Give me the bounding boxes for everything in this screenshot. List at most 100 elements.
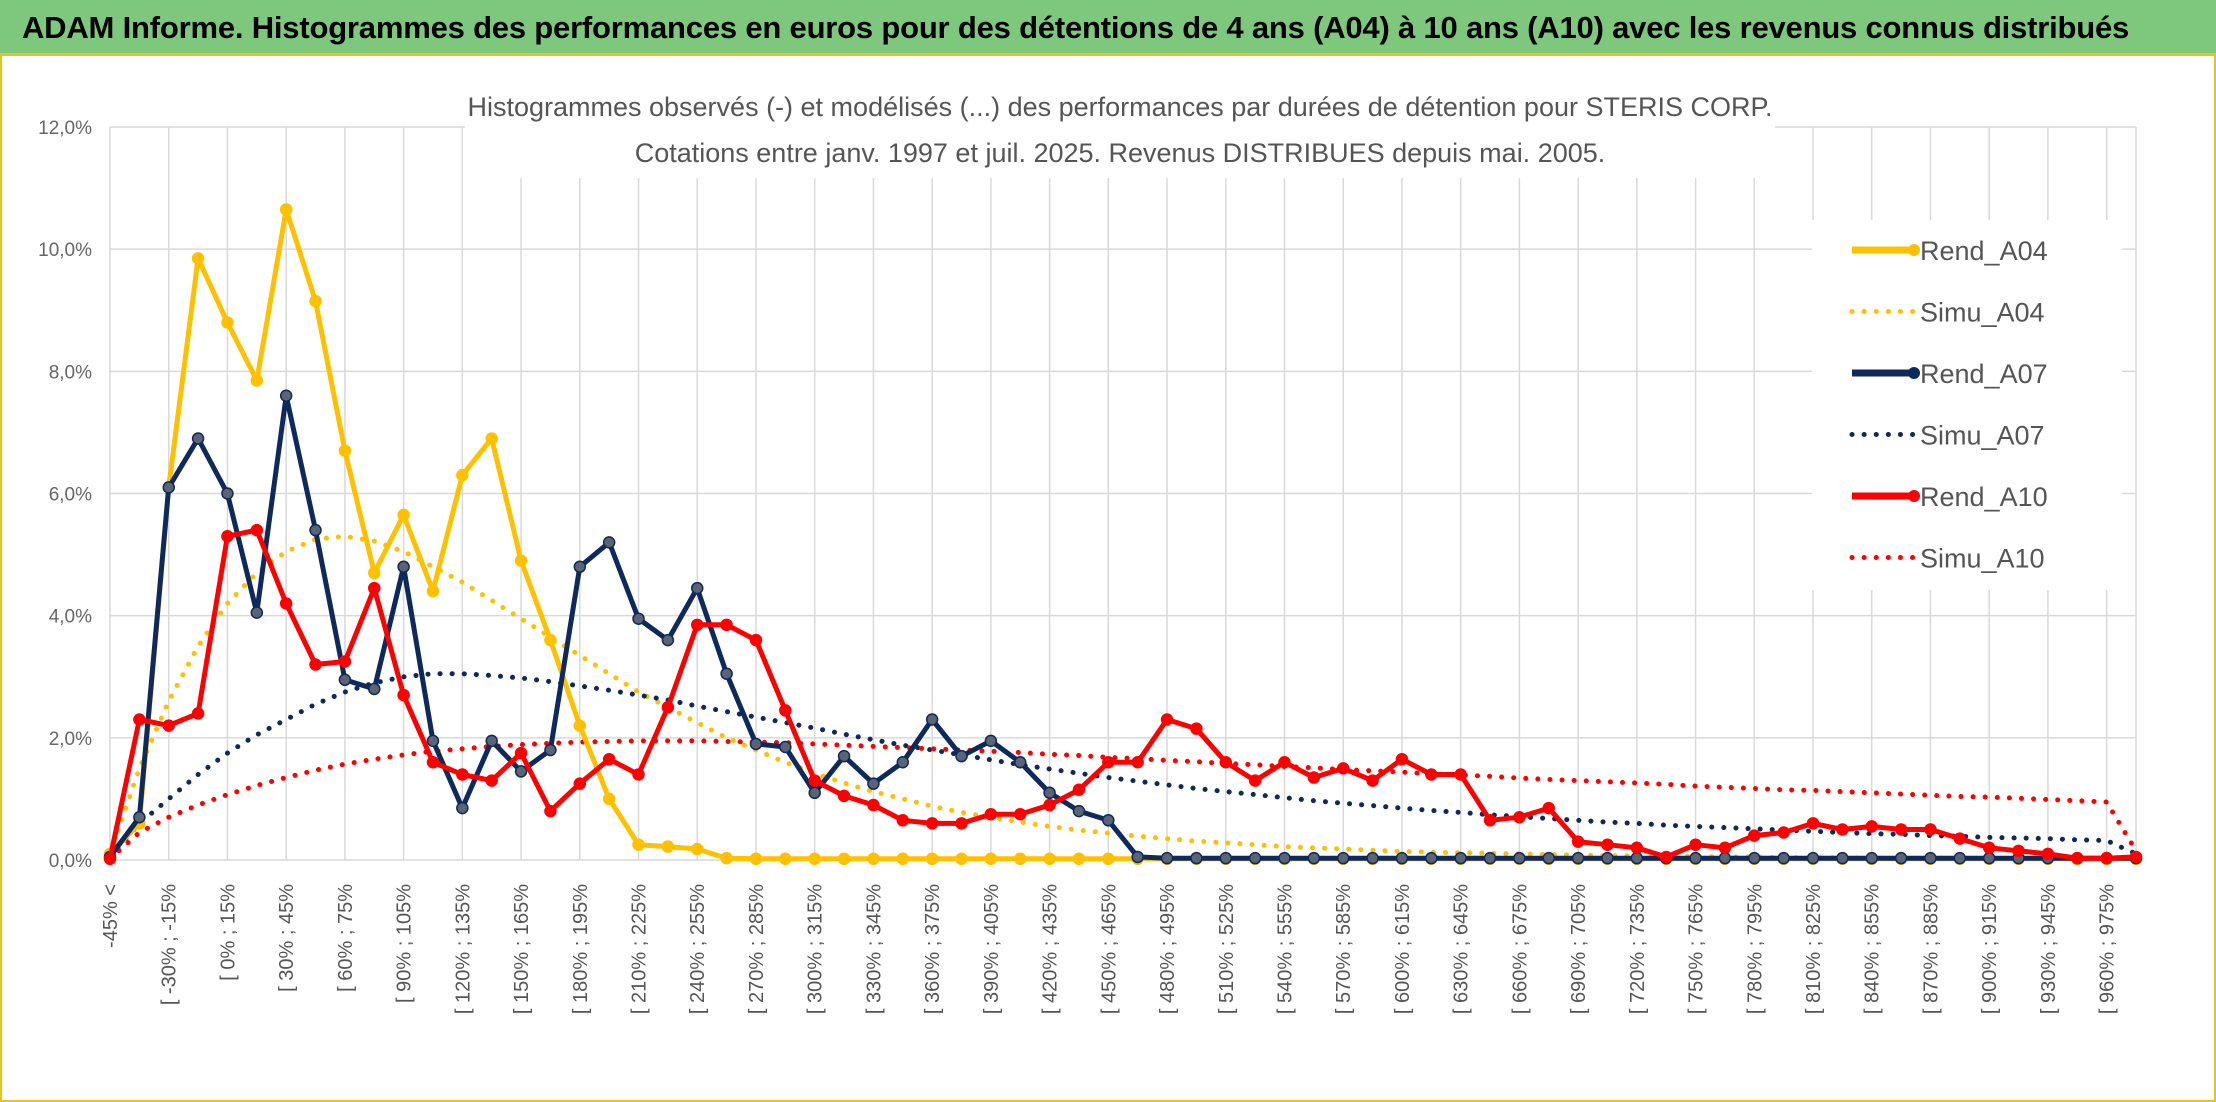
data-point [485,734,498,748]
data-point [426,734,440,748]
data-point [1395,851,1409,865]
data-point [250,523,264,537]
data-point [1043,786,1056,800]
data-point [896,756,910,769]
data-point [1072,852,1086,866]
data-point [749,633,763,647]
data-point [1483,851,1497,865]
data-point [779,704,792,717]
x-tick-label: [ 390% ; 405% [981,884,1003,1014]
legend-label: Simu_A10 [1920,544,2045,574]
data-point [1513,810,1526,824]
data-point [1366,774,1379,787]
data-point [896,852,910,866]
data-point [221,530,234,543]
x-tick-label: [ 480% ; 495% [1157,884,1179,1014]
x-tick-label: [ 930% ; 945% [2038,884,2060,1014]
series-line [107,738,2139,862]
data-point [191,252,205,265]
legend-marker [1908,244,1920,256]
data-point [544,804,557,818]
data-point [2100,851,2113,865]
data-point [896,814,910,827]
series-layer [103,203,2143,866]
legend-item-rend-a07: Rend_A07 [1852,359,2048,389]
data-point [1924,823,1937,836]
legend-item-rend-a10: Rend_A10 [1852,482,2048,512]
data-point [397,508,410,522]
data-point [1982,841,1996,855]
data-point [1483,814,1497,827]
data-point [661,840,675,853]
data-point [573,560,587,574]
data-point [1307,851,1321,865]
data-point [456,468,469,482]
data-point [984,852,998,866]
data-point [1601,838,1614,851]
data-point [955,749,968,763]
x-tick-label: [ 180% ; 195% [570,884,592,1014]
data-point [1072,804,1086,818]
x-tick-label: [ 120% ; 135% [452,884,474,1014]
data-point [1160,713,1174,726]
y-tick-label: 6,0% [49,485,92,506]
x-tick-label: [ 90% ; 105% [394,884,416,1003]
data-point [250,374,264,387]
data-point [749,852,763,866]
data-point [1072,783,1086,797]
data-point [1013,852,1027,866]
x-tick-label: [ 450% ; 465% [1098,884,1120,1014]
x-tick-label: [ 870% ; 885% [1920,884,1942,1014]
series-rend-a10 [103,523,2143,866]
legend-label: Rend_A07 [1920,359,2048,389]
series-rend-a07 [103,389,2143,865]
data-point [1219,851,1233,865]
legend-marker [1908,367,1920,379]
data-point [1601,851,1614,865]
legend-marker [1908,490,1920,502]
y-tick-label: 4,0% [49,607,92,628]
data-point [1630,851,1644,865]
data-point [1454,768,1467,781]
data-point [1278,851,1291,865]
chart-title: Histogrammes observés (-) et modélisés (… [467,92,1772,122]
data-point [544,633,557,647]
x-tick-label: [ 210% ; 225% [629,884,651,1014]
data-point [1630,841,1644,855]
data-point [456,768,469,781]
series-line [107,527,2137,861]
data-point [690,618,704,632]
data-point [808,786,821,800]
data-point [1689,838,1702,851]
x-tick-label: [ 810% ; 825% [1803,884,1825,1014]
data-point [1043,852,1056,866]
data-point [1131,756,1144,769]
data-point [1806,817,1820,830]
legend-label: Simu_A07 [1920,421,2045,451]
x-tick-label: [ -30% ; -15% [159,884,181,1005]
data-point [1102,814,1115,827]
data-point [368,581,381,595]
legend-label: Rend_A04 [1920,236,2048,266]
data-point [1366,851,1379,865]
y-tick-label: 12,0% [38,118,92,139]
data-point [837,749,851,763]
data-point [720,667,733,680]
data-point [1571,835,1585,848]
data-point [602,536,616,549]
x-tick-label: [ 330% ; 345% [863,884,885,1014]
data-point [1982,851,1996,865]
data-point [514,765,528,778]
data-point [573,719,587,732]
data-point [309,523,322,537]
report-banner: ADAM Informe. Histogrammes des performan… [0,0,2216,56]
data-point [867,777,880,790]
data-point [426,584,440,598]
data-point [485,774,498,787]
data-point [1806,851,1820,865]
data-point [1102,756,1115,769]
x-tick-label: [ 780% ; 795% [1744,884,1766,1014]
data-point [485,432,498,445]
legend-label: Simu_A04 [1920,298,2045,328]
data-point [661,701,675,714]
